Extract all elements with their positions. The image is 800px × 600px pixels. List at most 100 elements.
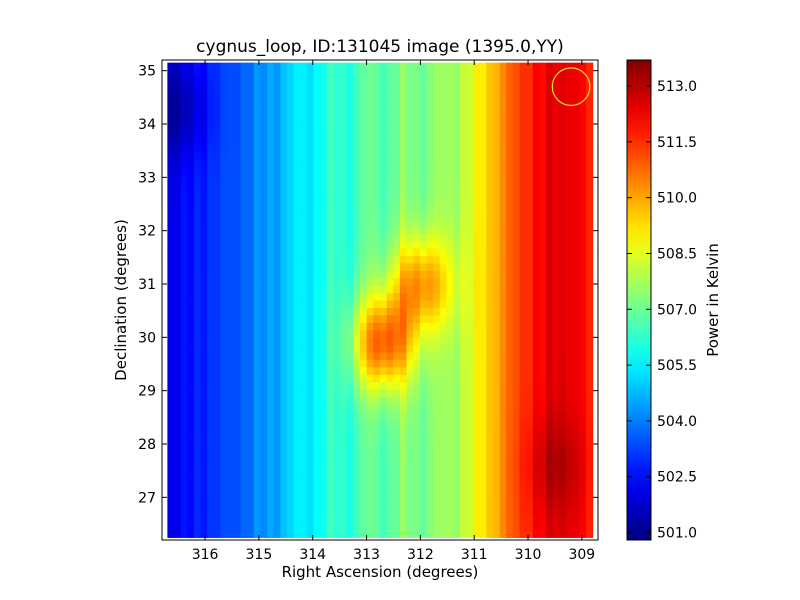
heat-cell: [313, 166, 321, 175]
heat-cell: [419, 300, 428, 309]
heat-cell: [353, 84, 361, 93]
heat-cell: [373, 92, 381, 101]
heat-cell: [419, 255, 428, 264]
heat-cell: [353, 196, 361, 205]
heat-cell: [473, 515, 481, 524]
heat-cell: [459, 107, 467, 116]
heat-cell: [346, 129, 355, 138]
heat-cell: [512, 285, 521, 294]
heat-cell: [193, 529, 202, 538]
heat-cell: [459, 122, 467, 131]
heat-cell: [446, 181, 454, 190]
heat-cell: [453, 307, 461, 316]
heat-cell: [399, 211, 408, 220]
heat-cell: [585, 440, 594, 449]
heat-cell: [486, 485, 494, 494]
heat-cell: [426, 151, 434, 160]
heat-cell: [286, 270, 295, 279]
heat-cell: [253, 136, 261, 145]
heat-cell: [413, 188, 421, 197]
heat-cell: [306, 218, 315, 227]
heat-cell: [227, 77, 235, 86]
heat-cell: [200, 440, 208, 449]
heat-cell: [180, 129, 188, 138]
heat-cell: [473, 114, 481, 123]
heat-cell: [247, 285, 255, 294]
heat-cell: [512, 500, 521, 509]
heat-cell: [273, 107, 281, 116]
heat-cell: [479, 529, 487, 538]
heat-cell: [193, 70, 202, 79]
heat-cell: [333, 159, 341, 168]
heat-cell: [519, 218, 527, 227]
heat-cell: [340, 329, 348, 338]
heat-cell: [393, 225, 401, 234]
heat-cell: [466, 351, 474, 360]
heat-cell: [426, 233, 434, 242]
heat-cell: [273, 70, 281, 79]
heat-cell: [486, 136, 494, 145]
heat-cell: [306, 381, 315, 390]
heat-cell: [220, 240, 228, 249]
heat-cell: [479, 374, 487, 383]
heat-cell: [386, 218, 394, 227]
heat-cell: [273, 62, 281, 71]
heat-cell: [486, 196, 494, 205]
heat-cell: [326, 277, 335, 286]
heat-cell: [233, 114, 242, 123]
heat-cell: [559, 285, 567, 294]
heat-cell: [585, 337, 594, 346]
heat-cell: [360, 470, 368, 479]
heat-cell: [566, 307, 574, 316]
heat-cell: [532, 329, 541, 338]
heat-cell: [473, 107, 481, 116]
heat-cell: [506, 84, 514, 93]
heat-cell: [399, 492, 408, 501]
heat-cell: [506, 277, 514, 286]
heat-cell: [380, 144, 388, 153]
heat-cell: [247, 262, 255, 271]
heat-cell: [313, 500, 321, 509]
heat-cell: [466, 285, 474, 294]
heat-cell: [499, 470, 507, 479]
heat-cell: [220, 500, 228, 509]
heat-cell: [579, 366, 587, 375]
heat-cell: [366, 114, 374, 123]
heat-cell: [233, 285, 242, 294]
heat-cell: [539, 136, 547, 145]
heat-cell: [180, 77, 188, 86]
heat-cell: [286, 478, 295, 487]
heat-cell: [167, 492, 175, 501]
heat-cell: [506, 99, 514, 108]
heat-cell: [426, 173, 434, 182]
heat-cell: [393, 159, 401, 168]
heat-cell: [187, 307, 195, 316]
heat-cell: [180, 203, 188, 212]
heat-cell: [433, 374, 441, 383]
heat-cell: [267, 500, 275, 509]
heat-cell: [532, 240, 541, 249]
heat-cell: [419, 507, 428, 516]
heat-cell: [353, 92, 361, 101]
heat-cell: [300, 448, 308, 457]
heat-cell: [426, 337, 434, 346]
heat-cell: [519, 159, 527, 168]
heat-cell: [273, 433, 281, 442]
heat-cell: [220, 196, 228, 205]
heat-cell: [373, 344, 381, 353]
heat-cell: [406, 84, 414, 93]
heat-cell: [293, 196, 301, 205]
heat-cell: [439, 248, 448, 257]
heat-cell: [346, 515, 355, 524]
heat-cell: [453, 470, 461, 479]
heat-cell: [466, 448, 474, 457]
heat-cell: [486, 492, 494, 501]
heat-cell: [585, 107, 594, 116]
heat-cell: [260, 500, 268, 509]
heat-cell: [466, 314, 474, 323]
heat-cell: [174, 396, 182, 405]
heat-cell: [353, 515, 361, 524]
heat-cell: [300, 181, 308, 190]
heat-cell: [233, 322, 242, 331]
heat-cell: [340, 322, 348, 331]
